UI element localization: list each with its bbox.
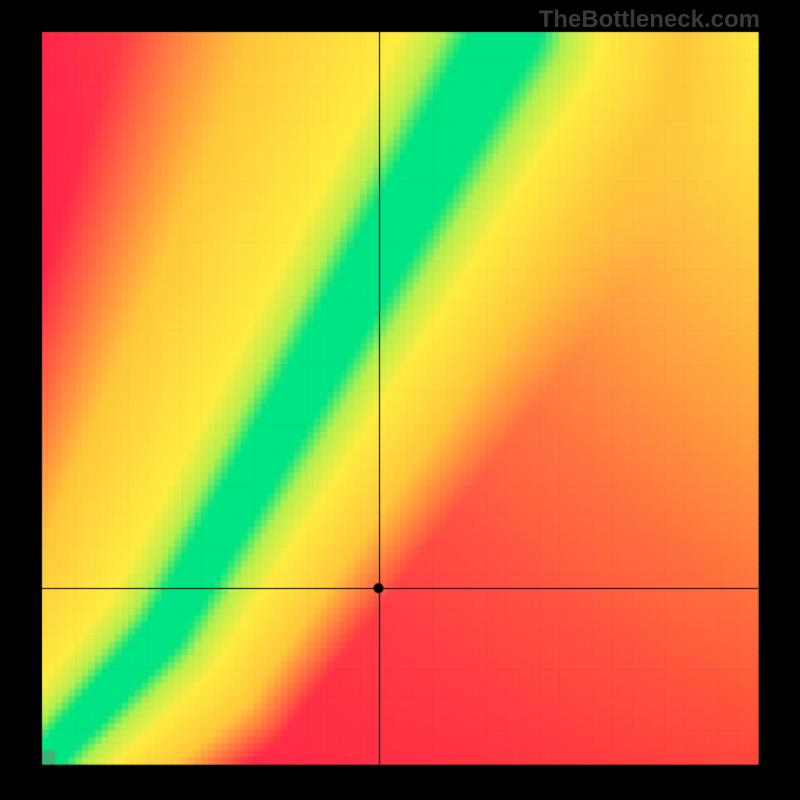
chart-container: TheBottleneck.com (0, 0, 800, 800)
watermark-text: TheBottleneck.com (539, 6, 760, 34)
heatmap-plot (0, 0, 800, 800)
